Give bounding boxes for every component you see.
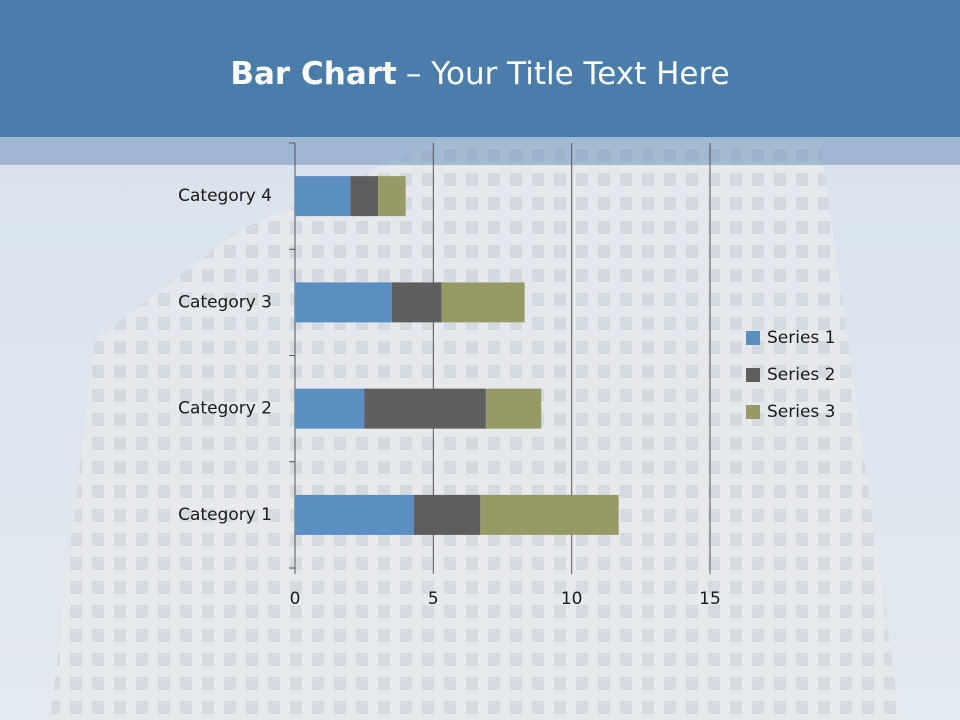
y-tick-label: Category 3 (178, 292, 272, 312)
legend-swatch (746, 368, 760, 382)
header-strip (0, 137, 960, 165)
header-band (0, 0, 960, 137)
building (50, 140, 900, 720)
bar-segment (378, 176, 406, 217)
bar-segment (413, 494, 481, 535)
bar-segment (391, 282, 442, 323)
x-tick-label: 15 (699, 589, 721, 609)
bar-segment (480, 494, 619, 535)
bar-segment (364, 388, 486, 429)
y-tick-label: Category 2 (178, 399, 272, 419)
bar-segment (441, 282, 525, 323)
y-tick-label: Category 4 (178, 186, 272, 206)
bar-segment (295, 388, 365, 429)
bar-segment (295, 282, 392, 323)
chart: 0 5 10 15 Category 1 Category 2 Category 3 Cate… (178, 142, 836, 609)
y-tick-label: Category 1 (178, 505, 272, 525)
bar-segment (485, 388, 542, 429)
bar-segment (350, 176, 378, 217)
legend-swatch (746, 405, 760, 419)
x-tick-label: 0 (290, 589, 301, 609)
legend-label: Series 3 (767, 402, 836, 422)
legend-label: Series 1 (767, 328, 836, 348)
bar-segment (295, 494, 414, 535)
chart-title: Bar Chart – Your Title Text Here (230, 56, 729, 92)
bar-segment (295, 176, 351, 217)
x-tick-label: 10 (561, 589, 583, 609)
x-tick-label: 5 (428, 589, 439, 609)
legend-swatch (746, 331, 760, 345)
legend-label: Series 2 (767, 365, 836, 385)
